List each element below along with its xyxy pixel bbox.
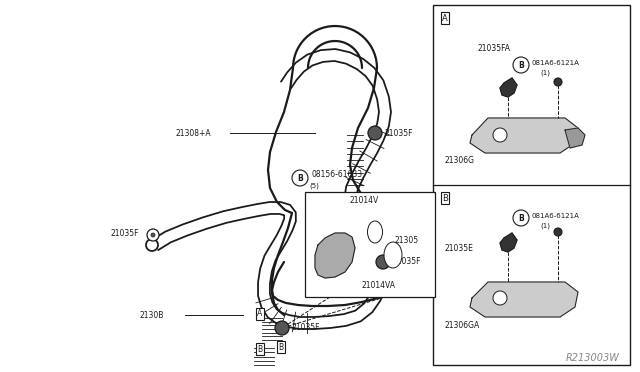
Text: 21035F: 21035F (385, 128, 413, 138)
Polygon shape (470, 118, 578, 153)
Circle shape (376, 255, 390, 269)
Text: 21308+A: 21308+A (175, 128, 211, 138)
Text: 21306G: 21306G (445, 155, 475, 164)
Text: 21035FA: 21035FA (478, 44, 511, 52)
Text: 2130B: 2130B (140, 311, 164, 320)
Polygon shape (315, 233, 355, 278)
Text: A: A (257, 310, 262, 318)
Circle shape (147, 229, 159, 241)
Text: 21014VA: 21014VA (362, 280, 396, 289)
Circle shape (151, 233, 155, 237)
Circle shape (554, 228, 562, 236)
Circle shape (513, 210, 529, 226)
Text: 21035E: 21035E (445, 244, 474, 253)
Bar (433, 5, 630, 365)
Text: A: A (442, 13, 448, 22)
Text: R213003W: R213003W (566, 353, 620, 363)
Polygon shape (470, 282, 578, 317)
Text: B: B (518, 214, 524, 222)
Circle shape (275, 321, 289, 335)
Text: 21035F: 21035F (292, 324, 321, 333)
Text: 21035F: 21035F (393, 257, 422, 266)
Bar (305, 192, 435, 297)
Circle shape (292, 170, 308, 186)
Text: (1): (1) (540, 223, 550, 229)
Polygon shape (500, 233, 517, 252)
Text: 21014V: 21014V (350, 196, 380, 205)
Text: 081A6-6121A: 081A6-6121A (532, 213, 580, 219)
Polygon shape (500, 78, 517, 97)
Polygon shape (565, 128, 585, 148)
Text: (1): (1) (540, 70, 550, 76)
Text: B: B (278, 343, 284, 352)
Circle shape (493, 291, 507, 305)
Text: 21035F: 21035F (110, 228, 138, 237)
Text: (5): (5) (309, 183, 319, 189)
Circle shape (368, 126, 382, 140)
Text: 08156-61633: 08156-61633 (312, 170, 363, 179)
Circle shape (554, 78, 562, 86)
Text: B: B (518, 61, 524, 70)
Text: 081A6-6121A: 081A6-6121A (532, 60, 580, 66)
Text: 21305: 21305 (395, 235, 419, 244)
Text: 21306GA: 21306GA (445, 321, 480, 330)
Circle shape (513, 57, 529, 73)
Ellipse shape (384, 242, 402, 268)
Circle shape (146, 239, 158, 251)
Circle shape (493, 128, 507, 142)
Text: B: B (257, 344, 262, 353)
Text: B: B (442, 193, 448, 202)
Text: B: B (297, 173, 303, 183)
Ellipse shape (367, 221, 383, 243)
